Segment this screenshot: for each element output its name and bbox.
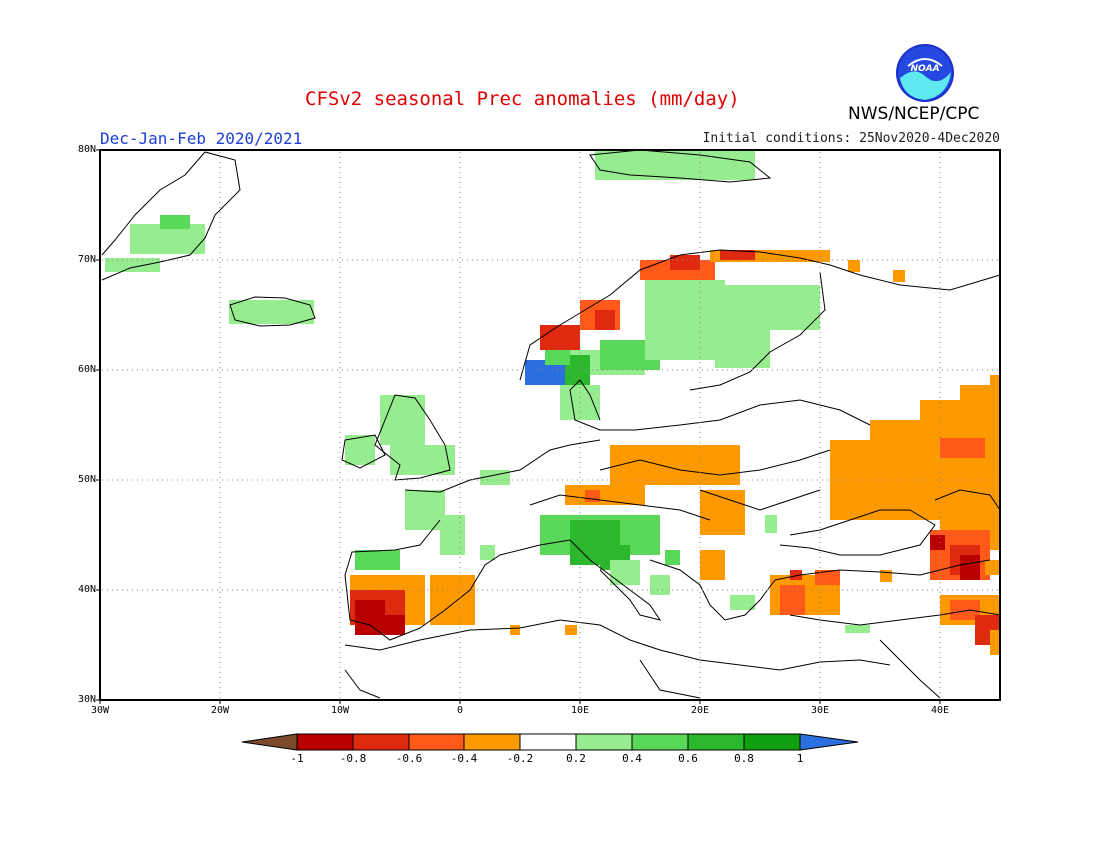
lat-label-40n: 40N bbox=[77, 584, 96, 595]
colorbar-label-minus-0-2: -0.2 bbox=[506, 752, 534, 765]
colorbar-label-0-2: 0.2 bbox=[566, 752, 586, 765]
colorbar-label-0-4: 0.4 bbox=[622, 752, 642, 765]
colorbar-low-triangle bbox=[241, 733, 298, 751]
colorbar-label-minus-0-6: -0.6 bbox=[395, 752, 423, 765]
colorbar-box-1 bbox=[296, 733, 354, 751]
lon-label-10e: 10E bbox=[570, 705, 590, 716]
colorbar-label-minus-1: -1 bbox=[290, 752, 304, 765]
colorbar bbox=[241, 733, 859, 751]
coastlines bbox=[101, 149, 1001, 699]
colorbar-label-minus-0-8: -0.8 bbox=[339, 752, 367, 765]
lat-label-50n: 50N bbox=[77, 474, 96, 485]
colorbar-box-5 bbox=[519, 733, 577, 751]
lon-label-40e: 40E bbox=[930, 705, 950, 716]
season-label: Dec-Jan-Feb 2020/2021 bbox=[100, 129, 303, 148]
noaa-logo-text: NOAA bbox=[910, 64, 939, 74]
map-frame bbox=[99, 149, 1001, 701]
colorbar-box-4 bbox=[463, 733, 521, 751]
lon-label-30w: 30W bbox=[90, 705, 110, 716]
lon-label-10w: 10W bbox=[330, 705, 350, 716]
agency-label: NWS/NCEP/CPC bbox=[848, 104, 980, 124]
colorbar-box-7 bbox=[631, 733, 689, 751]
noaa-logo-icon: NOAA bbox=[896, 44, 954, 102]
gridlines bbox=[102, 152, 998, 698]
colorbar-box-8 bbox=[687, 733, 745, 751]
colorbar-high-triangle bbox=[799, 733, 859, 751]
lon-label-20w: 20W bbox=[210, 705, 230, 716]
colorbar-box-6 bbox=[575, 733, 633, 751]
colorbar-label-1: 1 bbox=[796, 752, 804, 765]
lat-label-30n: 30N bbox=[77, 694, 96, 705]
lon-label-30e: 30E bbox=[810, 705, 830, 716]
lon-label-0: 0 bbox=[456, 705, 464, 716]
colorbar-box-3 bbox=[408, 733, 465, 751]
map-title: CFSv2 seasonal Prec anomalies (mm/day) bbox=[305, 88, 740, 110]
lat-label-80n: 80N bbox=[77, 144, 96, 155]
lon-label-20e: 20E bbox=[690, 705, 710, 716]
lat-label-70n: 70N bbox=[77, 254, 96, 265]
colorbar-box-9 bbox=[743, 733, 801, 751]
colorbar-label-0-8: 0.8 bbox=[734, 752, 754, 765]
colorbar-box-2 bbox=[352, 733, 410, 751]
colorbar-label-minus-0-4: -0.4 bbox=[450, 752, 478, 765]
lat-label-60n: 60N bbox=[77, 364, 96, 375]
axis-ticks bbox=[96, 149, 941, 704]
anomaly-shading bbox=[105, 150, 1000, 655]
colorbar-label-0-6: 0.6 bbox=[678, 752, 698, 765]
initial-conditions-label: Initial conditions: 25Nov2020-4Dec2020 bbox=[702, 131, 1000, 146]
